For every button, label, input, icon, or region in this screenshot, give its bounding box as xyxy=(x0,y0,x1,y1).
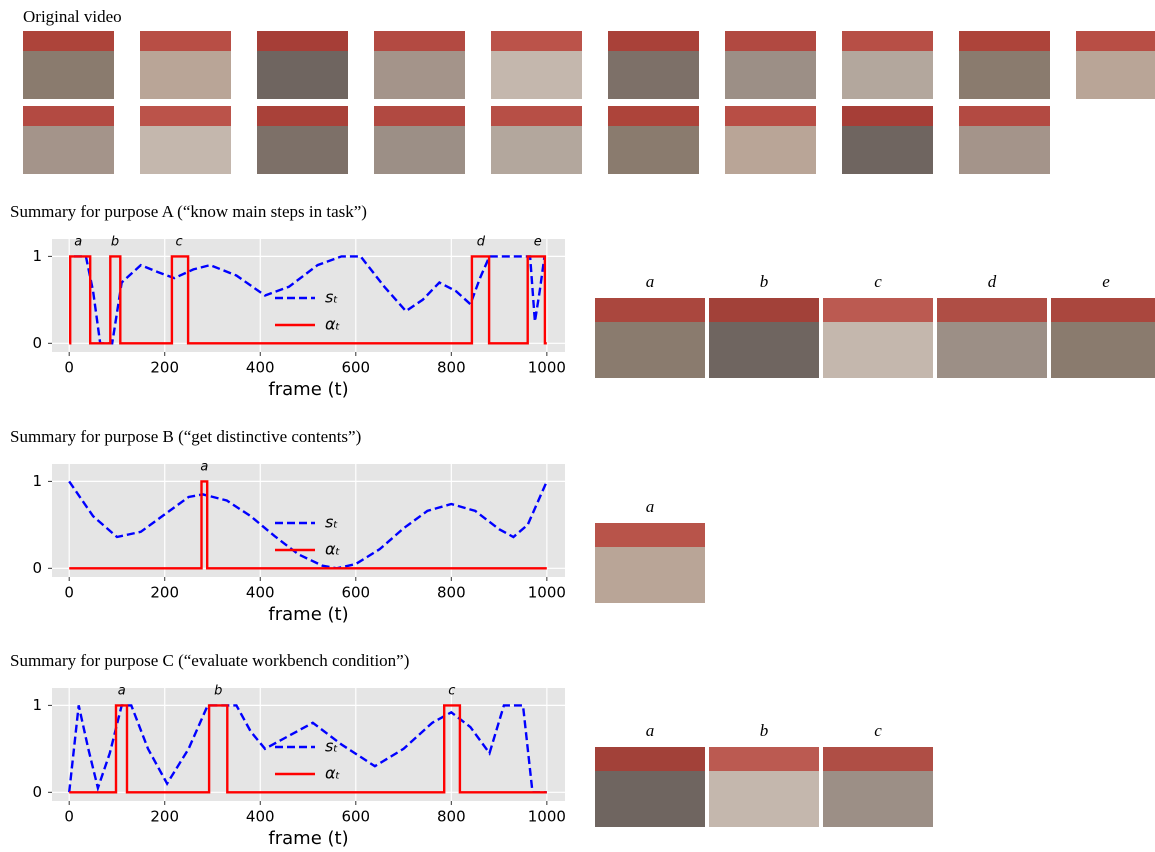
x-tick-label: 400 xyxy=(246,584,275,602)
thumb-label: a xyxy=(646,497,655,516)
x-tick-label: 0 xyxy=(64,808,74,826)
frame-wall xyxy=(374,31,465,51)
annotation: c xyxy=(175,235,182,250)
x-tick-label: 200 xyxy=(150,584,179,602)
x-tick-label: 0 xyxy=(64,584,74,602)
frame-wall xyxy=(140,31,231,51)
frame-wall xyxy=(491,106,582,126)
annotation: a xyxy=(74,235,82,250)
thumb-label: a xyxy=(646,721,655,740)
annotation: b xyxy=(214,684,222,699)
frame-wall xyxy=(257,106,348,126)
figure: Original video Summary for purpose A (“k… xyxy=(0,0,1155,852)
frame-wall xyxy=(1076,31,1155,51)
frame-wall xyxy=(140,106,231,126)
annotation: d xyxy=(477,235,486,250)
frame-wall xyxy=(608,31,699,51)
section-title: Summary for purpose B (“get distinctive … xyxy=(10,427,361,446)
y-tick-label: 1 xyxy=(32,696,42,714)
frame-wall xyxy=(1051,298,1155,322)
y-tick-label: 1 xyxy=(32,247,42,265)
x-tick-label: 400 xyxy=(246,359,275,377)
thumb-label: e xyxy=(1102,272,1110,291)
frame-wall xyxy=(725,106,816,126)
thumb-label: c xyxy=(874,272,882,291)
section-title: Summary for purpose C (“evaluate workben… xyxy=(10,651,409,670)
frame-wall xyxy=(842,31,933,51)
video-title: Original video xyxy=(23,7,122,26)
legend-label: sₜ xyxy=(325,737,338,756)
x-tick-label: 1000 xyxy=(528,808,566,826)
frame-wall xyxy=(257,31,348,51)
thumb-label: a xyxy=(646,272,655,291)
x-tick-label: 400 xyxy=(246,808,275,826)
frame-wall xyxy=(23,31,114,51)
x-tick-label: 1000 xyxy=(528,584,566,602)
frame-wall xyxy=(374,106,465,126)
frame-wall xyxy=(959,106,1050,126)
x-axis-label: frame (t) xyxy=(268,828,348,849)
x-axis-label: frame (t) xyxy=(268,604,348,625)
frame-wall xyxy=(595,298,705,322)
legend-label: αₜ xyxy=(325,315,341,334)
y-tick-label: 1 xyxy=(32,472,42,490)
thumb-label: b xyxy=(760,721,769,740)
frame-wall xyxy=(595,523,705,547)
x-tick-label: 600 xyxy=(341,359,370,377)
frame-wall xyxy=(725,31,816,51)
annotation: b xyxy=(111,235,119,250)
frame-wall xyxy=(959,31,1050,51)
x-tick-label: 0 xyxy=(64,359,74,377)
frame-wall xyxy=(595,747,705,771)
thumb-label: c xyxy=(874,721,882,740)
frame-wall xyxy=(23,106,114,126)
y-tick-label: 0 xyxy=(32,783,42,801)
x-tick-label: 600 xyxy=(341,584,370,602)
y-tick-label: 0 xyxy=(32,559,42,577)
thumb-label: d xyxy=(988,272,997,291)
annotation: a xyxy=(200,460,208,475)
x-tick-label: 800 xyxy=(437,808,466,826)
x-tick-label: 200 xyxy=(150,359,179,377)
page: Original video Summary for purpose A (“k… xyxy=(0,0,1155,852)
x-tick-label: 800 xyxy=(437,359,466,377)
frame-wall xyxy=(491,31,582,51)
thumb-label: b xyxy=(760,272,769,291)
y-tick-label: 0 xyxy=(32,334,42,352)
annotation: e xyxy=(534,235,542,250)
x-tick-label: 600 xyxy=(341,808,370,826)
frame-wall xyxy=(823,747,933,771)
frame-wall xyxy=(823,298,933,322)
legend-label: αₜ xyxy=(325,764,341,783)
frame-wall xyxy=(709,298,819,322)
legend-label: sₜ xyxy=(325,288,338,307)
x-tick-label: 800 xyxy=(437,584,466,602)
annotation: a xyxy=(118,684,126,699)
frame-wall xyxy=(608,106,699,126)
x-axis-label: frame (t) xyxy=(268,379,348,400)
frame-wall xyxy=(709,747,819,771)
frame-wall xyxy=(937,298,1047,322)
annotation: c xyxy=(448,684,455,699)
legend-label: sₜ xyxy=(325,513,338,532)
legend-label: αₜ xyxy=(325,540,341,559)
x-tick-label: 1000 xyxy=(528,359,566,377)
x-tick-label: 200 xyxy=(150,808,179,826)
frame-wall xyxy=(842,106,933,126)
section-title: Summary for purpose A (“know main steps … xyxy=(10,202,367,221)
